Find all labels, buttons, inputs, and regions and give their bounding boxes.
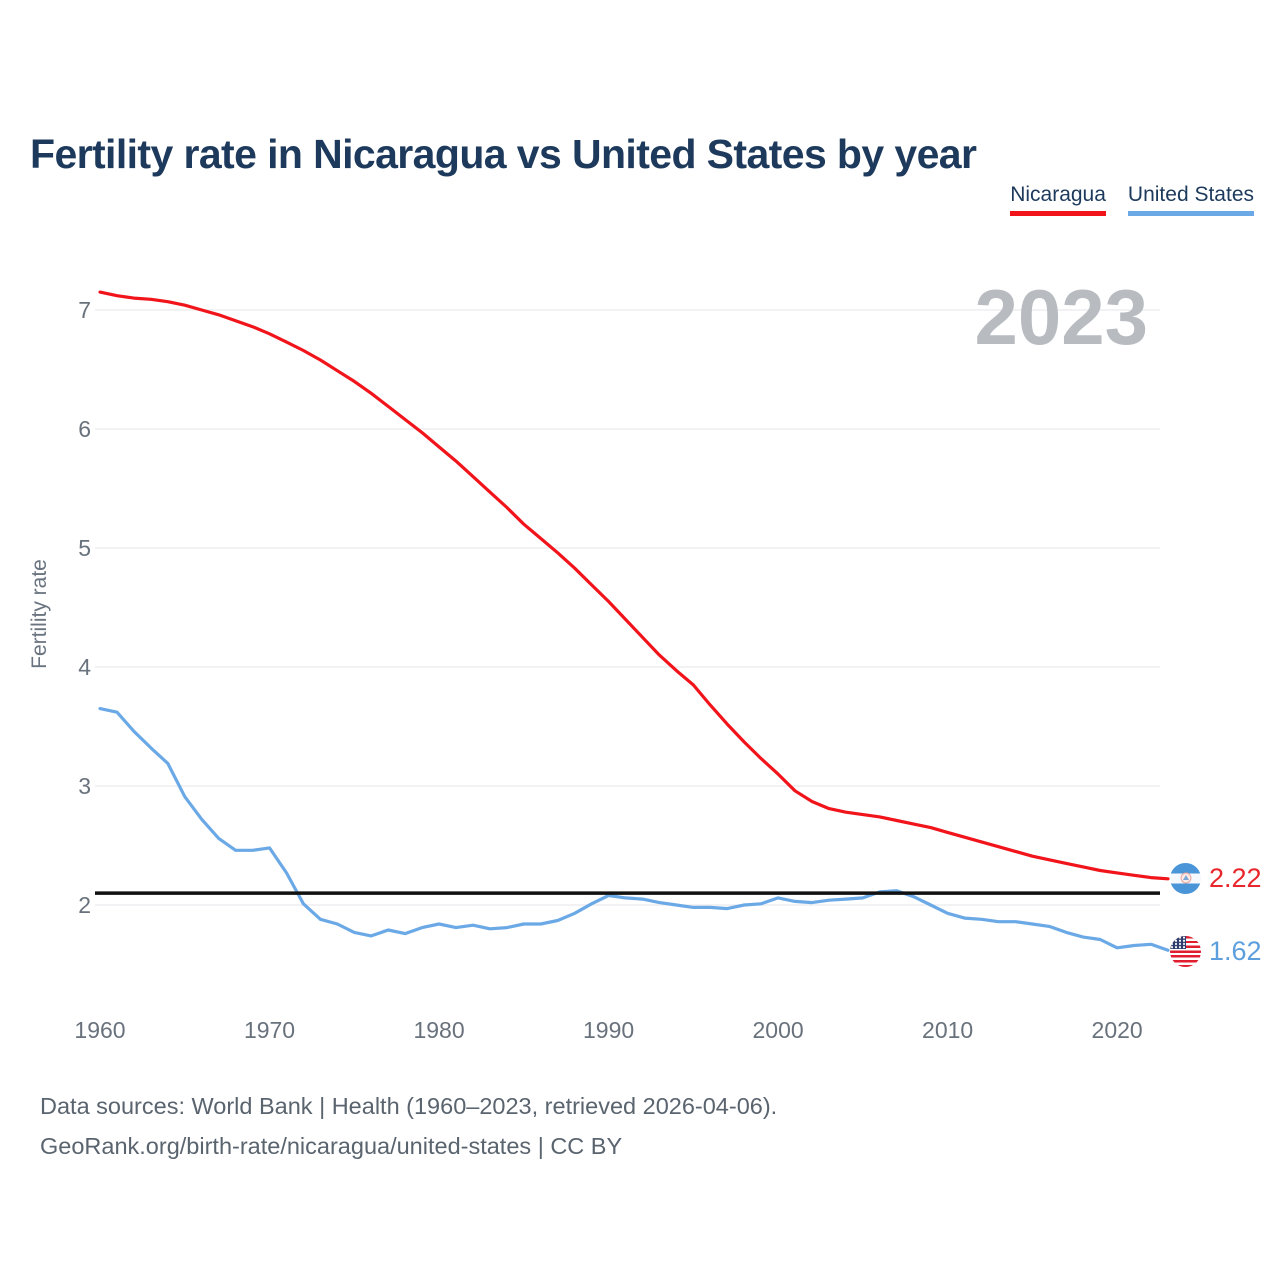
x-tick-label: 2020 xyxy=(1092,1017,1143,1043)
x-tick-label: 2000 xyxy=(753,1017,804,1043)
footer-attribution-line: GeoRank.org/birth-rate/nicaragua/united-… xyxy=(40,1133,623,1159)
page-title: Fertility rate in Nicaragua vs United St… xyxy=(30,131,977,178)
y-tick-label: 3 xyxy=(78,773,91,799)
y-axis-title: Fertility rate xyxy=(28,559,51,669)
nicaragua-end-value: 2.22 xyxy=(1209,862,1262,893)
x-tick-label: 1970 xyxy=(244,1017,295,1043)
series-line-united-states xyxy=(98,706,1170,952)
x-tick-label: 1960 xyxy=(74,1017,125,1043)
us-flag-icon xyxy=(1170,935,1201,967)
legend: Nicaragua United States xyxy=(1010,183,1254,216)
legend-item-nicaragua[interactable]: Nicaragua xyxy=(1010,183,1106,216)
end-label-united-states: 1.62 xyxy=(1170,935,1262,967)
series-line-nicaragua xyxy=(98,290,1170,881)
nicaragua-flag-icon xyxy=(1170,862,1201,894)
y-tick-label: 7 xyxy=(78,297,91,323)
y-tick-label: 4 xyxy=(78,654,91,680)
x-tick-label: 1990 xyxy=(583,1017,634,1043)
us-end-value: 1.62 xyxy=(1209,935,1262,966)
x-tick-label: 2010 xyxy=(922,1017,973,1043)
year-watermark: 2023 xyxy=(974,273,1148,361)
chart-footer: Data sources: World Bank | Health (1960–… xyxy=(40,1086,777,1166)
x-tick-label: 1980 xyxy=(413,1017,464,1043)
y-tick-label: 5 xyxy=(78,535,91,561)
y-tick-label: 2 xyxy=(78,892,91,918)
footer-sources-line: Data sources: World Bank | Health (1960–… xyxy=(40,1093,778,1119)
y-tick-label: 6 xyxy=(78,416,91,442)
legend-item-united-states[interactable]: United States xyxy=(1127,183,1254,216)
end-label-nicaragua: 2.22 xyxy=(1170,862,1262,894)
